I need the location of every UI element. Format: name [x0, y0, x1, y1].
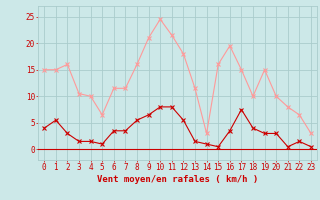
X-axis label: Vent moyen/en rafales ( km/h ): Vent moyen/en rafales ( km/h ) — [97, 175, 258, 184]
